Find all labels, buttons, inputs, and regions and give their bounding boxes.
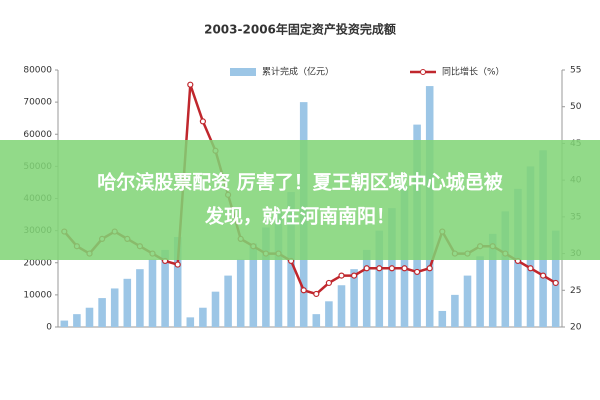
y-tick-label: 20000 [23,258,52,268]
line-marker [174,261,181,268]
line-marker [199,118,206,125]
legend-label: 同比增长（%） [442,66,505,78]
line-marker [313,290,320,298]
bar [136,269,144,327]
bar [249,243,258,327]
line-marker [338,272,345,279]
bar [262,227,270,327]
bar [325,301,333,327]
bar [463,275,472,327]
y-tick-label: 10000 [23,290,52,300]
line-marker [527,265,534,272]
line-marker [401,265,408,272]
banner [0,140,600,260]
bar [274,211,283,327]
bar [337,285,346,327]
bar [375,230,384,327]
bar [85,307,94,327]
bar [110,288,119,327]
bar [60,320,69,327]
line-marker [363,265,370,272]
bar [451,294,459,327]
line-marker [414,268,421,276]
line-marker [187,81,194,88]
y-tick-label: 70000 [23,98,52,108]
bar [199,307,207,327]
bar [161,249,169,327]
legend-label: 累计完成（亿元） [262,66,334,78]
banner-text: 哈尔滨股票配资 厉害了！夏王朝区域中心城邑被 [97,171,503,194]
y-tick-label: 80000 [23,66,52,76]
legend-swatch [230,68,256,76]
line-marker [539,272,547,279]
line-marker [325,279,332,287]
line-marker [351,272,358,279]
y-tick-label: 0 [46,323,52,333]
bar [236,259,245,327]
bar [438,310,447,327]
bar [488,233,497,327]
legend-swatch [420,69,426,75]
bar [362,249,371,327]
line-marker [552,279,559,287]
bar [73,314,81,327]
bar [211,291,220,327]
bar [186,317,195,327]
bar [148,259,157,327]
y2-tick-label: 50 [570,102,582,112]
bar [173,237,182,327]
bar [123,278,132,327]
line-marker [300,287,307,294]
chart-title: 2003-2006年固定资产投资完成额 [204,22,396,37]
bar [312,314,321,327]
y2-tick-label: 25 [570,286,581,296]
line-marker [388,265,395,272]
line-marker [376,265,383,272]
line-marker [426,265,433,272]
bar [98,298,106,327]
bar [350,269,358,327]
bar [551,230,560,327]
banner-text: 发现，就在河南南阳！ [204,205,395,228]
y2-tick-label: 20 [570,323,582,333]
y2-tick-label: 55 [570,66,581,76]
bar [224,275,232,327]
bar [476,256,484,327]
bar [501,211,510,327]
y-tick-label: 60000 [23,130,52,140]
